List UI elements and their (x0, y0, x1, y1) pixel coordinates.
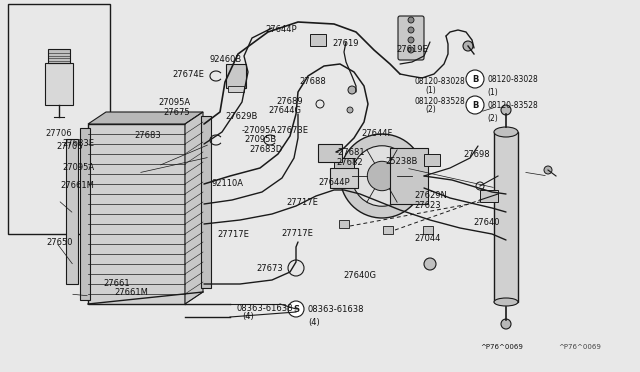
Circle shape (466, 96, 484, 114)
Text: 27619: 27619 (333, 39, 359, 48)
Bar (330, 168, 358, 188)
Text: 08120-83528: 08120-83528 (415, 97, 465, 106)
Circle shape (408, 47, 414, 53)
Bar (66, 139, 78, 284)
Text: (1): (1) (487, 87, 498, 96)
Bar (8, 4, 110, 234)
Text: 27706: 27706 (56, 142, 83, 151)
Text: 27629N: 27629N (415, 191, 447, 200)
Text: B: B (472, 100, 478, 109)
Text: 27644P: 27644P (319, 178, 350, 187)
Text: 27683D: 27683D (250, 145, 283, 154)
Text: (4): (4) (308, 317, 320, 327)
Text: (2): (2) (426, 105, 436, 114)
Circle shape (408, 17, 414, 23)
Text: 27644F: 27644F (362, 129, 393, 138)
Text: 27675: 27675 (163, 108, 190, 117)
Text: 92460B: 92460B (210, 55, 242, 64)
Polygon shape (185, 112, 203, 304)
Text: 27661M: 27661M (114, 288, 148, 297)
Ellipse shape (494, 127, 518, 137)
Text: 27706: 27706 (45, 129, 72, 138)
Text: 27673E: 27673E (276, 126, 308, 135)
Bar (80, 128, 90, 300)
Text: -27681: -27681 (336, 148, 365, 157)
Text: 27717E: 27717E (218, 230, 250, 239)
FancyBboxPatch shape (398, 16, 424, 60)
Text: 27661: 27661 (104, 279, 131, 288)
Text: 27688: 27688 (300, 77, 326, 86)
Text: 08363-61638: 08363-61638 (308, 305, 365, 314)
Circle shape (352, 146, 412, 206)
Circle shape (501, 319, 511, 329)
Bar (390, 148, 428, 204)
Text: 27650: 27650 (46, 238, 72, 247)
Text: 27682: 27682 (336, 158, 363, 167)
Text: 27644P: 27644P (266, 25, 297, 34)
Text: 27689: 27689 (276, 97, 303, 106)
Text: 27673: 27673 (256, 264, 283, 273)
Bar (88, 124, 185, 304)
Circle shape (408, 27, 414, 33)
Text: 27095B: 27095B (244, 135, 276, 144)
Circle shape (348, 86, 356, 94)
Text: 08120-83028: 08120-83028 (487, 74, 538, 83)
Text: 27717E: 27717E (287, 198, 319, 207)
Text: 08363-61638: 08363-61638 (237, 304, 293, 313)
Text: 27640G: 27640G (343, 271, 376, 280)
Text: 27661M: 27661M (60, 182, 94, 190)
Bar (201, 116, 211, 288)
Ellipse shape (494, 298, 518, 306)
Bar (45, 63, 73, 105)
Text: -27095A: -27095A (242, 126, 277, 135)
Bar (424, 154, 440, 166)
Circle shape (466, 70, 484, 88)
Bar (48, 49, 70, 63)
Text: (2): (2) (487, 113, 498, 122)
Circle shape (408, 37, 414, 43)
Text: ^P76^0069: ^P76^0069 (480, 344, 523, 350)
Circle shape (288, 301, 304, 317)
Text: 27619E: 27619E (397, 45, 429, 54)
Circle shape (544, 166, 552, 174)
Circle shape (347, 107, 353, 113)
Text: 27095A: 27095A (159, 98, 191, 107)
Circle shape (340, 134, 424, 218)
Text: 08120-83028: 08120-83028 (415, 77, 465, 86)
Bar (339, 220, 349, 228)
Text: 27698: 27698 (463, 150, 490, 158)
Text: 27644G: 27644G (269, 106, 302, 115)
Text: 27717E: 27717E (282, 229, 314, 238)
Bar (383, 226, 393, 234)
Bar (423, 226, 433, 234)
Text: 27683E: 27683E (63, 139, 95, 148)
Circle shape (463, 41, 473, 51)
Text: 27044: 27044 (415, 234, 441, 243)
Text: 27683: 27683 (134, 131, 161, 140)
Text: 25238B: 25238B (385, 157, 418, 166)
Text: (1): (1) (426, 86, 436, 94)
Text: 08120-83528: 08120-83528 (487, 100, 538, 109)
Text: (4): (4) (242, 312, 253, 321)
Bar (226, 64, 246, 88)
Text: ^P76^0069: ^P76^0069 (559, 344, 602, 350)
Bar (228, 86, 244, 92)
Bar (318, 144, 342, 162)
Bar (334, 158, 354, 168)
Circle shape (367, 161, 397, 191)
Circle shape (424, 258, 436, 270)
Text: 27674E: 27674E (173, 70, 205, 79)
Circle shape (501, 105, 511, 115)
Text: S: S (293, 305, 299, 314)
Text: B: B (472, 74, 478, 83)
Text: 27095A: 27095A (63, 163, 95, 172)
Text: 27629B: 27629B (225, 112, 258, 121)
Text: 92110A: 92110A (211, 179, 243, 188)
Bar (480, 190, 498, 202)
Text: 27623: 27623 (415, 201, 442, 210)
Polygon shape (88, 112, 203, 124)
Bar (494, 132, 518, 302)
Text: 27640: 27640 (474, 218, 500, 227)
Bar (310, 34, 326, 46)
